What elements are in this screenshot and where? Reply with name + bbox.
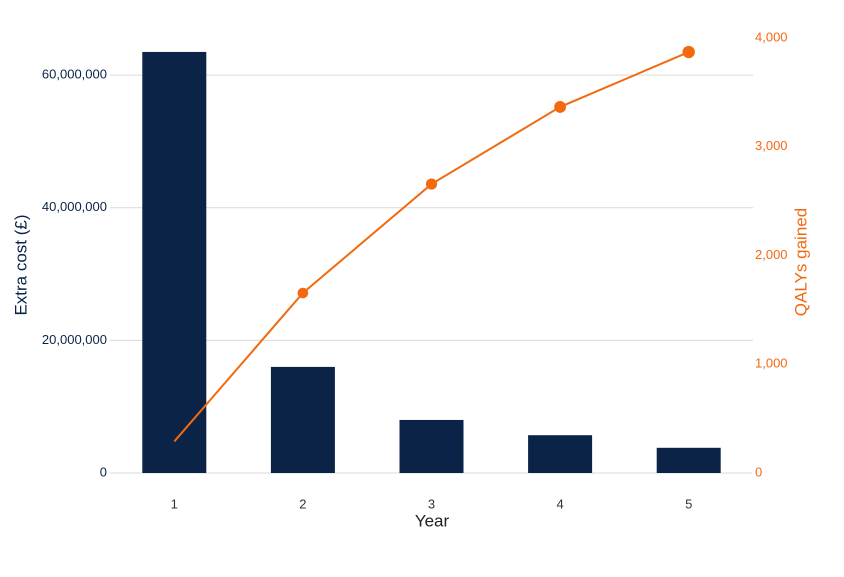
x-tick-label: 5 — [685, 496, 692, 511]
x-tick-label: 4 — [556, 496, 563, 511]
y-tick-label: 40,000,000 — [42, 199, 107, 214]
bar — [142, 51, 207, 474]
x-tick-label: 3 — [428, 496, 435, 511]
y2-tick-label: 1,000 — [755, 356, 788, 371]
marker — [425, 178, 438, 190]
bar — [656, 447, 721, 473]
marker — [682, 45, 695, 59]
y-tick-label: 20,000,000 — [42, 332, 107, 347]
y-axis-title: Extra cost (£) — [11, 214, 30, 315]
x-tick-label: 1 — [171, 496, 178, 511]
bar — [270, 366, 335, 473]
marker — [554, 101, 566, 113]
y-tick-label: 60,000,000 — [42, 67, 107, 82]
marker — [297, 287, 309, 299]
y2-axis-title: QALYs gained — [791, 208, 810, 316]
y-tick-label: 0 — [100, 464, 107, 479]
x-axis-title: Year — [415, 511, 450, 530]
y2-tick-label: 2,000 — [755, 247, 788, 262]
y2-tick-label: 3,000 — [755, 138, 788, 153]
bar — [528, 435, 593, 473]
bar — [399, 419, 464, 473]
line — [173, 51, 690, 443]
x-tick-label: 2 — [299, 496, 306, 511]
y2-tick-label: 4,000 — [755, 29, 788, 44]
y2-tick-label: 0 — [755, 464, 762, 479]
